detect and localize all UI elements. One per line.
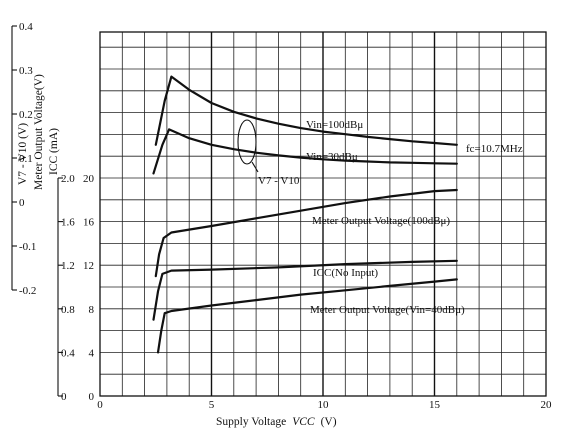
series-meter-100dbu: [154, 188, 458, 278]
x-tick-label: 20: [541, 399, 553, 411]
v7-v10-tick-label: -0.2: [19, 285, 36, 297]
v7-v10-tick-label: 0.4: [19, 21, 33, 33]
v7-v10-tick-label: 0: [19, 197, 25, 209]
y-axis-label-icc: ICC (mA): [48, 128, 60, 175]
label-icc-no-input: Meter Output Voltage(100dBμ): [312, 215, 450, 227]
meter-tick-label: 1.2: [61, 260, 75, 272]
series-meter-40dbu: [156, 278, 458, 354]
series: [152, 75, 458, 354]
v7-v10-tick-label: 0.2: [19, 109, 33, 121]
x-tick-label: 5: [209, 399, 215, 411]
icc-tick-label: 8: [89, 304, 95, 316]
icc-tick-label: 16: [83, 217, 95, 229]
icc-tick-label: 0: [89, 391, 95, 403]
callout-bracket: [237, 119, 257, 165]
label-meter-100dbu: V7 - V10: [258, 175, 300, 187]
axes: 0 5 10 15 20 0.4 0.3 0.2 0.1 0 -0.1 -0.2 2.0 1.6 1.2 0.…: [11, 21, 553, 411]
meter-tick-label: 1.6: [61, 217, 75, 229]
frequency-annotation: fc=10.7MHz: [466, 143, 523, 155]
meter-tick-label: 0.8: [61, 304, 75, 316]
meter-tick-label: 2.0: [61, 173, 75, 185]
x-axis-label: Supply Voltage VCC (V): [216, 416, 337, 428]
series-icc-no-input: [152, 259, 458, 321]
x-tick-label: 15: [429, 399, 441, 411]
icc-tick-label: 20: [83, 173, 95, 185]
label-v7-v10: Meter Output Voltage(Vin=40dBμ): [310, 304, 465, 316]
icc-tick-label: 4: [89, 347, 95, 359]
label-vin-100dbu: Vin=100dBμ: [306, 119, 363, 131]
callout-leader: [251, 161, 259, 173]
grid: [99, 31, 547, 397]
series-vin-30dbu: [152, 128, 458, 175]
label-vin-30dbu: Vin=30dBμ: [306, 151, 358, 163]
label-meter-40dbu: ICC(No Input): [313, 267, 378, 279]
curve-labels: Vin=100dBμ Vin=30dBμ V7 - V10 Meter Output …: [258, 119, 465, 316]
v7-v10-tick-label: 0.1: [19, 153, 33, 165]
v7-v10-tick-label: 0.3: [19, 65, 33, 77]
icc-tick-label: 12: [83, 260, 94, 272]
v7-v10-tick-label: -0.1: [19, 241, 36, 253]
x-tick-label: 10: [318, 399, 330, 411]
meter-tick-label: 0.4: [61, 347, 75, 359]
x-tick-label: 0: [97, 399, 103, 411]
y-axis-label-v7-v10: V7 - V10 (V): [17, 123, 29, 185]
series-vin-100dbu: [154, 75, 458, 146]
y-axis-label-meter: Meter Output Voltage(V): [33, 74, 45, 190]
meter-tick-label: 0: [61, 391, 67, 403]
